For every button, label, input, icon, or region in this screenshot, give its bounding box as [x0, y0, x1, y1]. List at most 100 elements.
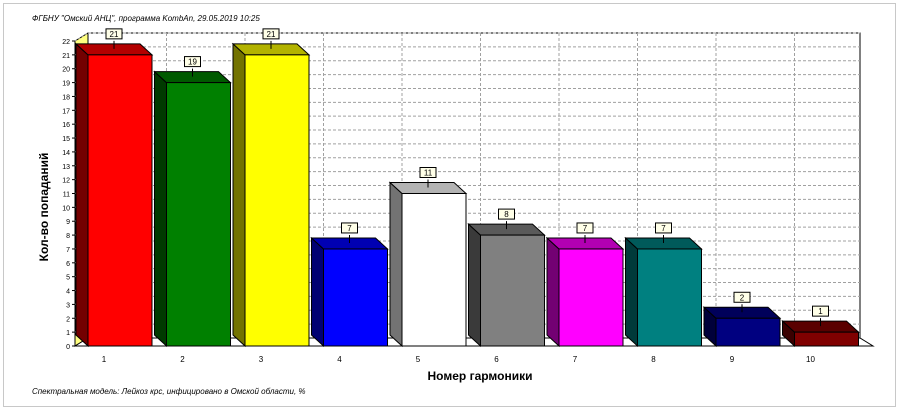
data-label-box [419, 167, 437, 178]
bar-side [389, 181, 403, 348]
data-label-4: 7 [341, 222, 358, 243]
data-label-box [262, 28, 280, 40]
x-tick-label: 1 [102, 355, 107, 364]
bar-6 [467, 222, 546, 348]
y-tick-label: 4 [66, 289, 70, 296]
bar-side [546, 236, 560, 348]
data-label-3: 21 [262, 28, 280, 49]
bar-8 [624, 236, 703, 348]
y-tick-label: 6 [66, 261, 70, 268]
y-tick-label: 13 [62, 164, 70, 171]
data-label-text: 1 [818, 307, 823, 316]
data-label-2: 19 [184, 56, 201, 77]
data-label-text: 7 [661, 224, 666, 233]
y-tick-label: 14 [62, 150, 70, 157]
y-tick-label: 17 [62, 108, 70, 115]
data-label-5: 11 [419, 167, 437, 188]
bars [74, 42, 860, 348]
bar-front [323, 248, 388, 347]
y-tick-label: 20 [62, 67, 70, 74]
data-label-text: 21 [110, 30, 119, 39]
bar-side [154, 70, 167, 348]
data-label-text: 21 [267, 30, 276, 39]
y-tick-label: 21 [62, 53, 70, 60]
data-label-text: 8 [504, 210, 509, 219]
y-tick-label: 9 [66, 219, 70, 226]
data-label-box [812, 305, 829, 317]
y-tick-label: 11 [63, 192, 70, 199]
data-label-box [576, 222, 594, 234]
bar-front [480, 234, 545, 347]
bar-4 [310, 236, 389, 348]
y-tick-label: 19 [62, 81, 70, 88]
bar-side [311, 236, 324, 348]
bar-front [794, 331, 859, 347]
y-tick-label: 5 [66, 275, 70, 282]
bar-front [558, 248, 624, 347]
data-label-box [341, 222, 358, 234]
bar-front [244, 54, 310, 347]
data-label-text: 2 [740, 293, 745, 302]
chart-footer: Спектральная модель: Лейкоз крс, инфицир… [32, 387, 306, 396]
bar-10 [781, 319, 860, 348]
bar-3 [231, 42, 311, 348]
y-tick-label: 15 [62, 136, 70, 143]
data-label-10: 1 [812, 305, 829, 327]
x-tick-label: 7 [573, 355, 578, 364]
y-tick-label: 8 [66, 233, 70, 240]
x-tick-label: 4 [337, 355, 342, 364]
data-label-text: 11 [424, 169, 433, 178]
data-label-9: 2 [733, 291, 751, 313]
x-tick-label: 8 [651, 355, 656, 364]
chart-frame [3, 3, 896, 407]
x-tick-label: 2 [180, 355, 185, 364]
data-label-8: 7 [655, 222, 672, 243]
y-tick-label: 1 [66, 330, 70, 337]
x-axis-label: Номер гармоники [427, 369, 533, 383]
data-label-text: 7 [583, 224, 588, 233]
bar-side [75, 42, 89, 348]
bar-2 [153, 70, 232, 348]
data-label-1: 21 [105, 28, 123, 49]
bar-side [468, 222, 481, 348]
data-label-box [105, 28, 123, 40]
bar-front [637, 248, 702, 347]
x-tick-label: 9 [730, 355, 735, 364]
bar-side [625, 236, 638, 348]
data-label-box [498, 208, 515, 220]
data-label-7: 7 [576, 222, 594, 243]
y-tick-label: 2 [66, 316, 70, 323]
bar-front [87, 54, 153, 347]
bar-front [166, 82, 231, 347]
bar-9 [702, 306, 782, 348]
data-label-box [184, 56, 201, 68]
data-label-6: 8 [498, 208, 515, 230]
bar-5 [388, 181, 468, 348]
y-tick-label: 18 [62, 94, 70, 101]
data-label-text: 19 [188, 58, 197, 67]
x-tick-label: 5 [416, 355, 421, 364]
y-tick-label: 22 [62, 39, 70, 46]
data-label-text: 7 [347, 224, 352, 233]
x-tick-label: 10 [806, 355, 815, 364]
x-tick-label: 6 [494, 355, 499, 364]
bar-front [401, 193, 467, 347]
x-tick-label: 3 [259, 355, 264, 364]
chart-header: ФГБНУ "Омский АНЦ", программа KombAn, 29… [32, 14, 260, 23]
bar-front [715, 317, 781, 347]
bar-1 [74, 42, 154, 348]
y-tick-label: 16 [62, 122, 70, 129]
y-tick-label: 3 [66, 302, 70, 309]
y-tick-label: 0 [66, 344, 70, 351]
bar-side [232, 42, 246, 348]
data-label-box [655, 222, 672, 234]
y-tick-label: 10 [62, 205, 70, 212]
y-axis-label: Кол-во попаданий [37, 152, 51, 262]
data-label-box [733, 291, 751, 303]
gridline-wall [74, 32, 89, 42]
x-axis-ticks: 1 2 3 4 5 6 7 8 9 10 [102, 355, 816, 364]
bar-7 [545, 236, 625, 348]
